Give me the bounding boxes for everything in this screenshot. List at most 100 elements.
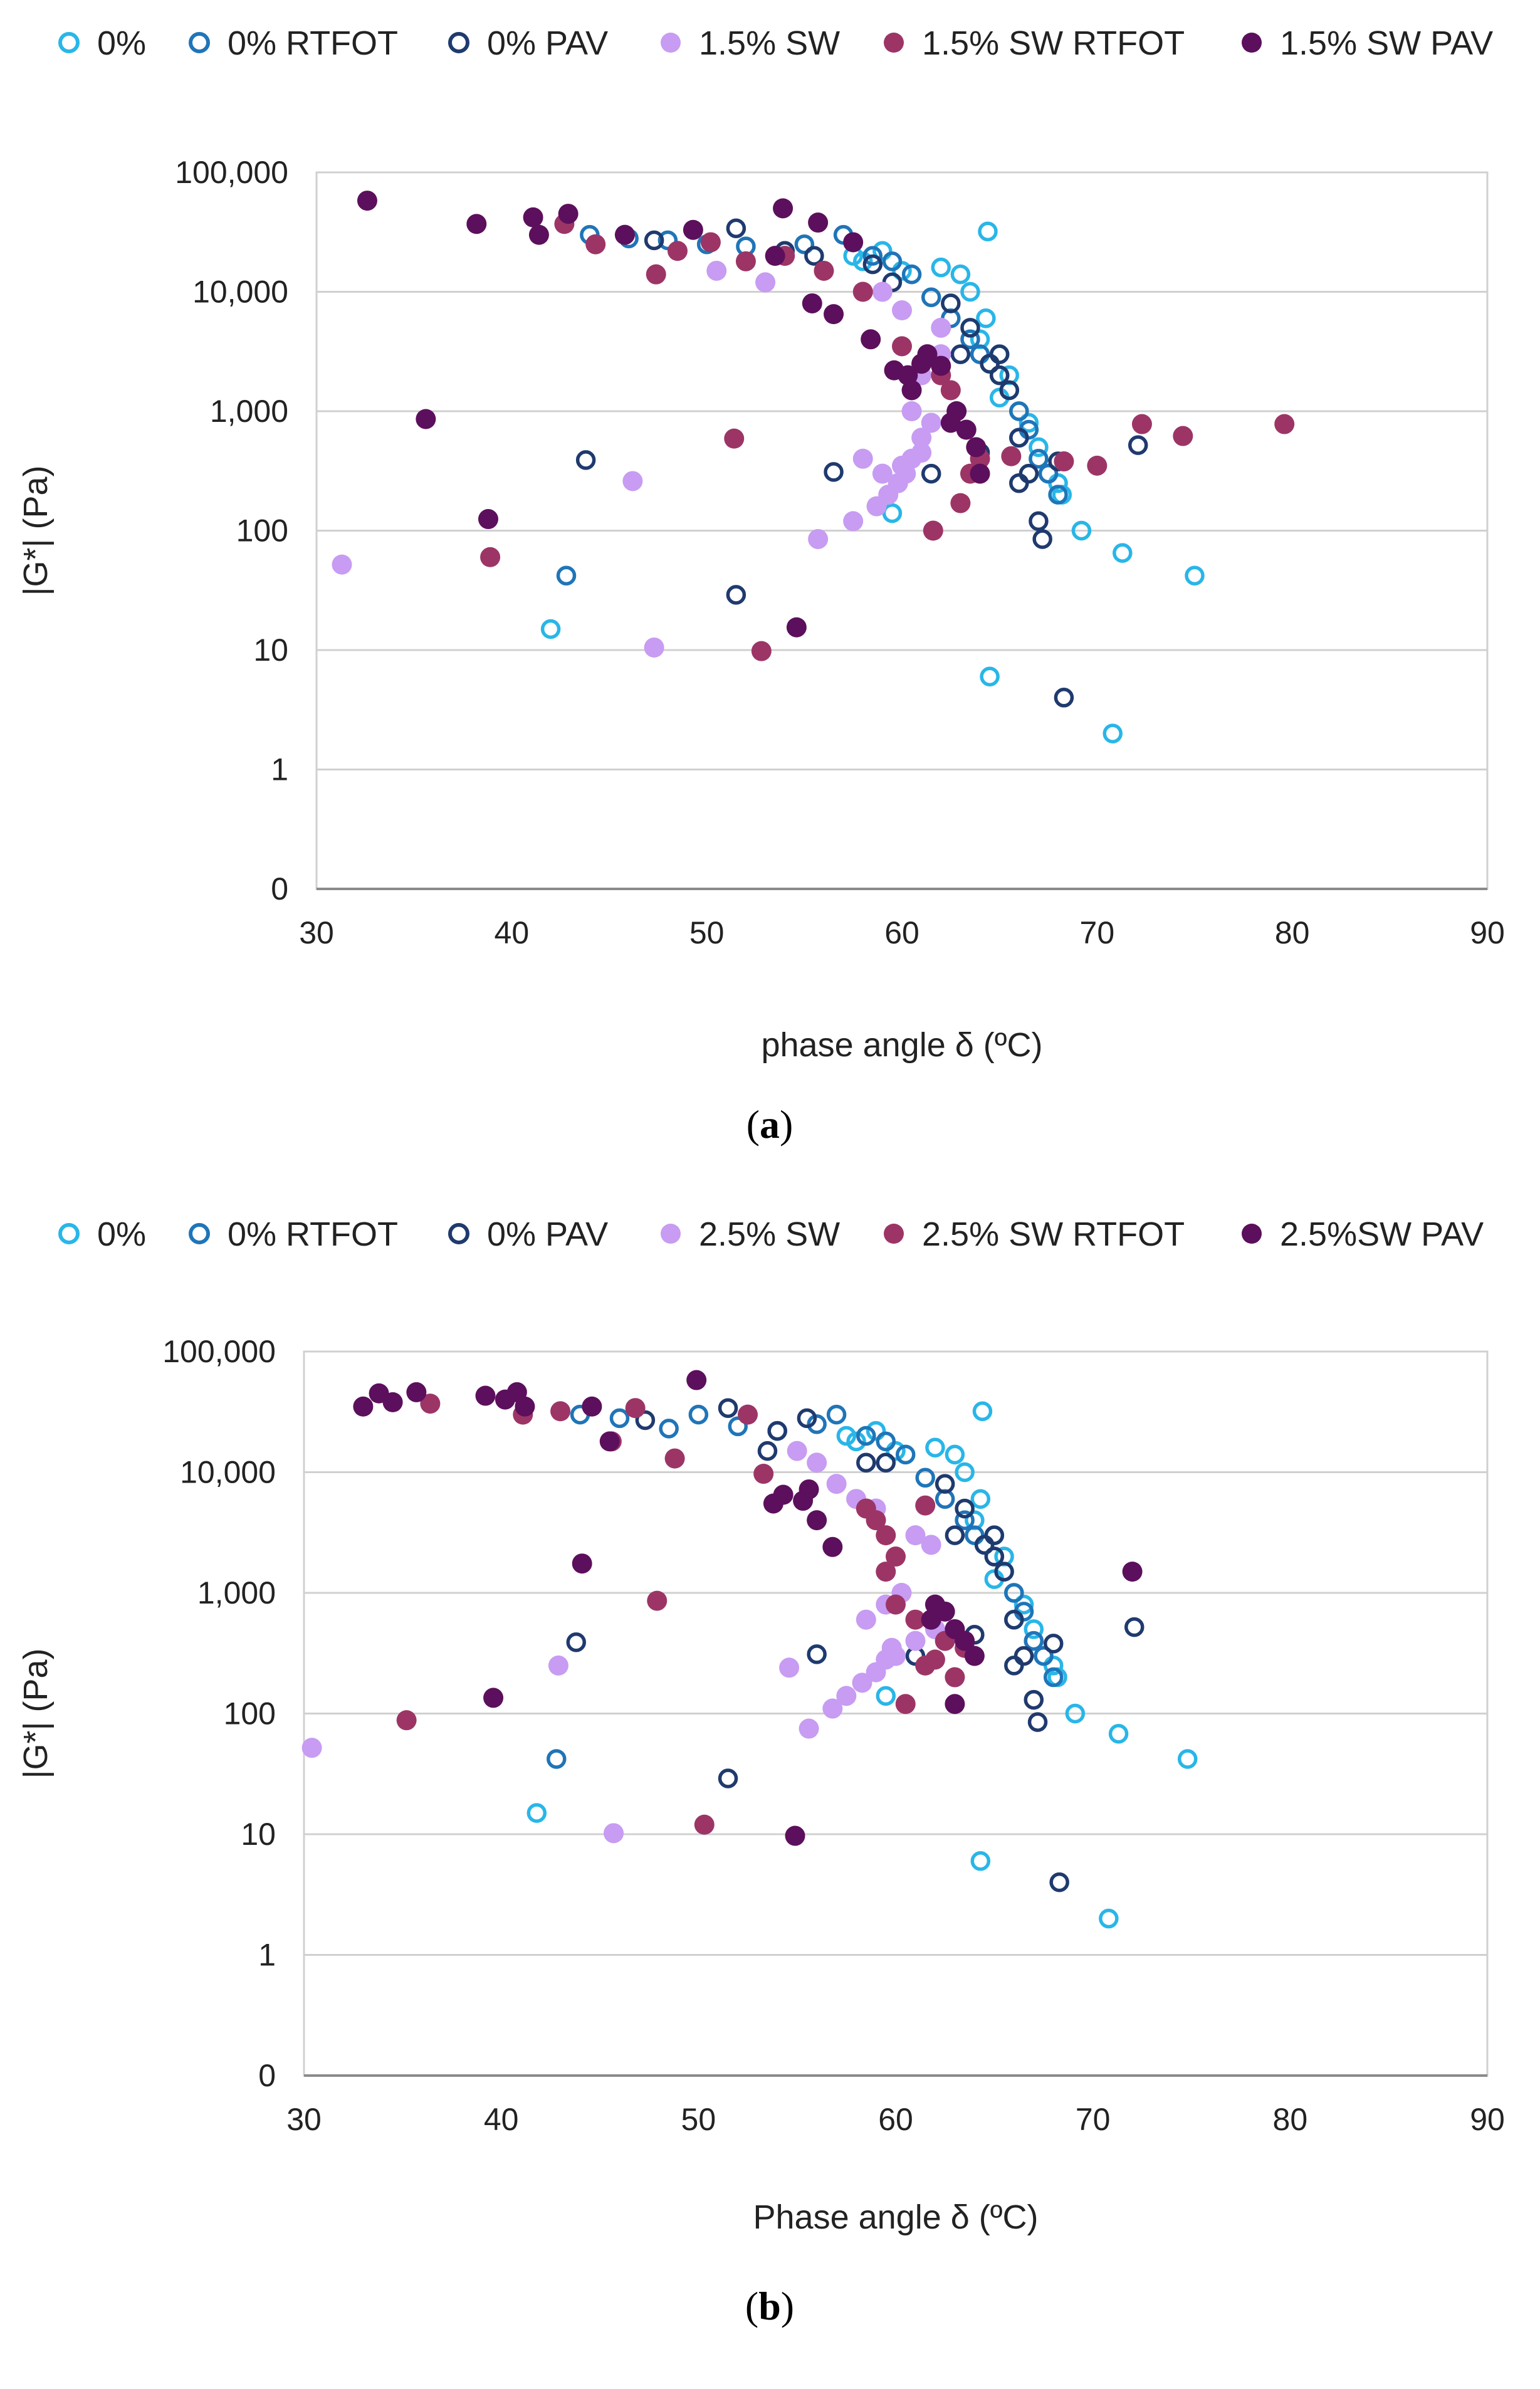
data-point (773, 1484, 794, 1505)
x-tick-label: 80 (1275, 915, 1310, 950)
data-point (861, 329, 881, 350)
data-point (970, 463, 990, 484)
data-point (945, 1694, 965, 1714)
data-point (876, 1686, 896, 1706)
x-tick-label: 50 (689, 915, 725, 950)
data-point (814, 260, 834, 281)
data-point (941, 293, 961, 313)
series-2-5pctsw-pav (353, 1370, 1143, 1846)
data-point (921, 463, 941, 484)
data-point (332, 554, 352, 575)
legend: 0% 0% RTFOT 0% PAV 1.5% SW 1.5% SW RTFOT 1.5%… (58, 24, 1493, 62)
data-point (901, 264, 922, 285)
data-point (970, 1489, 991, 1509)
data-point (1004, 1609, 1024, 1630)
legend-marker-1-5pct-sw-pav (1242, 33, 1262, 53)
data-point (843, 232, 864, 253)
data-point (1131, 414, 1152, 434)
data-point (799, 1718, 819, 1739)
data-point (945, 1525, 965, 1545)
data-point (1043, 1634, 1064, 1654)
legend-marker-0pct-rtfot (189, 32, 210, 53)
data-points (301, 1370, 1198, 1929)
legend-marker-1-5pct-sw (661, 33, 681, 53)
data-point (940, 412, 961, 433)
data-point (802, 293, 822, 313)
data-point (872, 281, 893, 302)
data-point (785, 1825, 805, 1846)
data-point (757, 1441, 778, 1461)
data-point (779, 1657, 800, 1678)
data-point (931, 317, 951, 338)
data-point (585, 234, 606, 255)
data-point (1009, 428, 1029, 448)
data-point (1065, 1703, 1086, 1724)
data-point (787, 1441, 807, 1461)
data-point (915, 1468, 935, 1488)
data-point (1029, 511, 1049, 532)
caption-open-paren: ( (745, 2284, 758, 2328)
data-point (1024, 1619, 1044, 1639)
data-point (940, 380, 961, 401)
legend-marker-1-5pct-sw-rtfot (884, 33, 904, 53)
data-point (856, 1426, 876, 1446)
y-tick-label: 100,000 (162, 1334, 276, 1369)
data-point (753, 1464, 774, 1484)
data-point (901, 401, 922, 421)
y-tick-label: 1,000 (197, 1575, 276, 1610)
data-point (980, 666, 1000, 687)
data-point (843, 511, 864, 532)
data-point (1113, 543, 1133, 563)
data-point (978, 221, 998, 242)
data-point (892, 336, 912, 357)
data-point (960, 281, 980, 302)
data-point (480, 547, 501, 567)
data-point (635, 1410, 656, 1431)
data-point (420, 1394, 441, 1414)
data-point (406, 1382, 427, 1402)
data-point (622, 471, 643, 491)
data-point (1032, 529, 1052, 549)
data-point (905, 1630, 926, 1651)
data-point (726, 218, 746, 239)
legend-marker-0pct (58, 32, 80, 53)
data-point (836, 1686, 857, 1706)
data-point (989, 344, 1010, 364)
y-axis-label: |G*| (Pa) (17, 465, 55, 596)
data-point (540, 619, 561, 639)
data-point (895, 1694, 916, 1714)
data-point (718, 1398, 738, 1418)
data-point (353, 1396, 374, 1417)
data-point (911, 443, 932, 463)
data-point (955, 1462, 975, 1483)
data-point (548, 1655, 568, 1676)
y-tick-label: 100 (224, 1696, 276, 1731)
caption-close-paren: ) (780, 1102, 793, 1147)
data-point (515, 1396, 535, 1417)
data-point (824, 304, 844, 325)
data-point (1027, 1712, 1048, 1732)
data-point (575, 450, 596, 470)
y-tick-label: 10 (253, 633, 288, 668)
data-point (976, 308, 996, 328)
data-point (955, 1498, 975, 1519)
data-point (1014, 1646, 1034, 1666)
chart-panel-b: 0% 0% RTFOT 0% PAV 2.5% SW 2.5% SW RTFOT 2.5%… (0, 1191, 1540, 2386)
data-point (1009, 401, 1029, 421)
scatter-chart-a: 0% 0% RTFOT 0% PAV 1.5% SW 1.5% SW RTFOT 1.5%… (17, 24, 1505, 1147)
chart-panel-a: 0% 0% RTFOT 0% PAV 1.5% SW 1.5% SW RTFOT 1.5%… (0, 0, 1540, 1191)
data-point (886, 1594, 906, 1615)
legend: 0% 0% RTFOT 0% PAV 2.5% SW 2.5% SW RTFOT 2.5%… (58, 1216, 1484, 1253)
data-point (882, 251, 903, 271)
data-point (826, 1404, 847, 1425)
data-point (483, 1688, 504, 1708)
data-point (1048, 485, 1068, 505)
data-point (935, 1474, 955, 1494)
data-point (921, 287, 941, 307)
figure-caption: (a) (746, 1102, 794, 1147)
data-point (915, 1495, 936, 1516)
data-point (852, 448, 873, 469)
y-tick-label: 100 (236, 513, 288, 549)
data-point (945, 1619, 965, 1639)
data-point (892, 455, 912, 476)
